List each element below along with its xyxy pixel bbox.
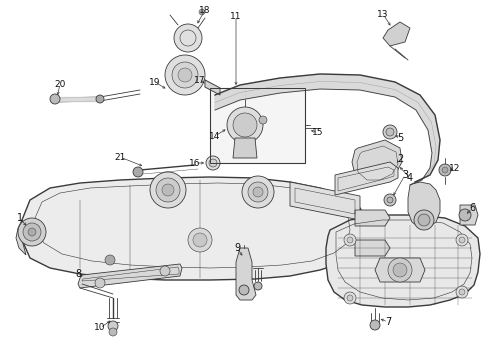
Polygon shape [16,220,26,255]
Polygon shape [78,264,182,288]
Circle shape [162,184,174,196]
Polygon shape [335,162,398,195]
Text: 21: 21 [114,153,126,162]
Circle shape [133,167,143,177]
Bar [210,88,305,163]
Polygon shape [326,215,480,307]
Circle shape [178,68,192,82]
Circle shape [456,286,468,298]
Text: 9: 9 [234,243,240,253]
Polygon shape [236,248,256,300]
Text: 20: 20 [54,80,66,89]
Text: 6: 6 [469,203,475,213]
Text: 7: 7 [385,317,391,327]
Circle shape [188,228,212,252]
Circle shape [239,285,249,295]
Polygon shape [355,210,390,226]
Circle shape [347,295,353,301]
Circle shape [344,234,356,246]
Text: 2: 2 [397,154,403,164]
Circle shape [242,176,274,208]
Circle shape [95,278,105,288]
Circle shape [456,234,468,246]
Text: 8: 8 [75,269,81,279]
Circle shape [259,116,267,124]
Circle shape [206,156,220,170]
Circle shape [248,182,268,202]
Circle shape [418,214,430,226]
Text: 12: 12 [449,163,461,172]
Circle shape [172,62,198,88]
Text: 17: 17 [194,76,206,85]
Circle shape [50,94,60,104]
Circle shape [459,237,465,243]
Circle shape [254,282,262,290]
Circle shape [199,9,205,15]
Circle shape [156,178,180,202]
Polygon shape [205,80,220,95]
Circle shape [150,172,186,208]
Circle shape [193,233,207,247]
Text: 18: 18 [199,5,211,14]
Text: 13: 13 [377,9,389,18]
Circle shape [414,210,434,230]
Circle shape [347,237,353,243]
Text: 5: 5 [397,133,403,143]
Circle shape [227,107,263,143]
Circle shape [23,223,41,241]
Circle shape [370,320,380,330]
Polygon shape [352,140,402,183]
Text: 15: 15 [312,127,324,136]
Text: 3: 3 [402,170,408,180]
Circle shape [386,128,394,136]
Text: 4: 4 [407,173,413,183]
Circle shape [105,255,115,265]
Polygon shape [233,138,257,158]
Circle shape [393,263,407,277]
Polygon shape [22,177,368,280]
Circle shape [383,125,397,139]
Circle shape [442,167,448,173]
Circle shape [384,194,396,206]
Circle shape [209,159,217,167]
Bar [210,88,305,163]
Polygon shape [375,258,425,282]
Circle shape [459,289,465,295]
Polygon shape [355,240,390,256]
Polygon shape [55,97,100,101]
Polygon shape [408,182,440,228]
Polygon shape [383,22,410,46]
Circle shape [439,164,451,176]
Text: 10: 10 [94,324,106,333]
Circle shape [96,95,104,103]
Text: 14: 14 [209,131,220,140]
Polygon shape [460,205,478,225]
Circle shape [18,218,46,246]
Circle shape [165,55,205,95]
Circle shape [233,113,257,137]
Polygon shape [290,182,360,220]
Circle shape [109,328,117,336]
Text: 16: 16 [189,158,201,167]
Circle shape [160,266,170,276]
Circle shape [28,228,36,236]
Circle shape [344,292,356,304]
Circle shape [459,209,471,221]
Text: 11: 11 [230,12,242,21]
Text: 19: 19 [149,77,161,86]
Circle shape [253,187,263,197]
Polygon shape [215,74,440,185]
Circle shape [108,321,118,331]
Circle shape [387,197,393,203]
Circle shape [388,258,412,282]
Text: 1: 1 [17,213,23,223]
Circle shape [174,24,202,52]
